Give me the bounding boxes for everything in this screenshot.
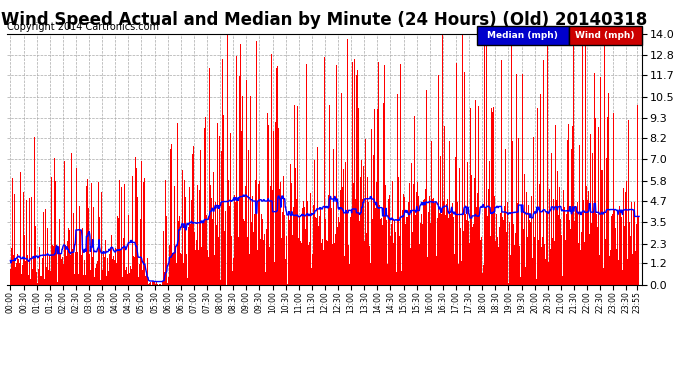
Text: Median (mph): Median (mph) (487, 31, 558, 40)
Text: Wind Speed Actual and Median by Minute (24 Hours) (Old) 20140318: Wind Speed Actual and Median by Minute (… (1, 11, 647, 29)
Text: Copyright 2014 Cartronics.com: Copyright 2014 Cartronics.com (7, 22, 159, 33)
Text: Wind (mph): Wind (mph) (575, 31, 635, 40)
FancyBboxPatch shape (477, 26, 569, 45)
FancyBboxPatch shape (569, 26, 642, 45)
